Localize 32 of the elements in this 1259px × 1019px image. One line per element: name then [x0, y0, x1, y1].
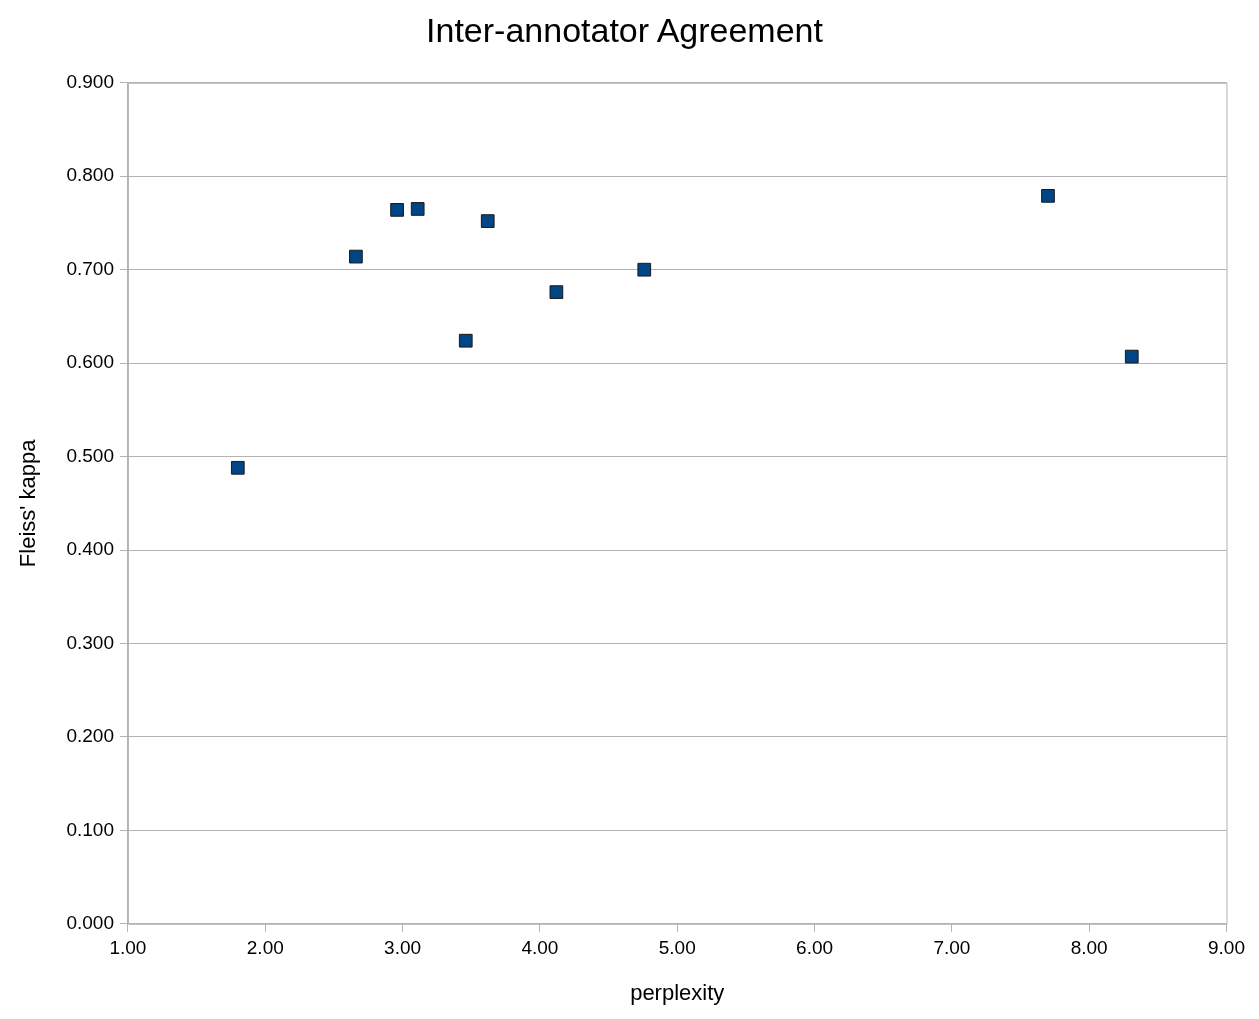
point [1041, 189, 1055, 203]
x-tick-label: 4.00 [521, 937, 559, 959]
x-tick-label: 7.00 [933, 937, 971, 959]
point [390, 203, 404, 217]
point [480, 214, 495, 228]
y-tick-label: 0.100 [66, 818, 114, 840]
y-tick-label: 0.000 [66, 912, 114, 934]
x-tick-label: 9.00 [1208, 937, 1245, 959]
x-tick-label: 6.00 [796, 937, 834, 959]
y-tick-label: 0.800 [66, 164, 114, 186]
chart-title: Inter-annotator Agreement [426, 10, 824, 49]
point [410, 202, 425, 216]
point [458, 333, 473, 348]
y-tick-label: 0.600 [66, 351, 114, 373]
y-axis-title: Fleiss' kappa [15, 438, 41, 568]
point [1124, 349, 1139, 364]
point [230, 460, 245, 475]
x-tick-label: 3.00 [384, 937, 422, 959]
y-tick-label: 0.400 [66, 538, 114, 560]
point [349, 249, 363, 264]
x-tick-label: 5.00 [658, 937, 696, 959]
x-tick-label: 2.00 [246, 937, 284, 959]
x-tick-label: 1.00 [109, 937, 147, 959]
x-axis-title: perplexity [630, 979, 725, 1005]
y-tick-label: 0.900 [66, 71, 114, 93]
y-tick-label: 0.700 [66, 257, 114, 279]
y-tick-label: 0.500 [66, 444, 114, 466]
y-tick-label: 0.200 [66, 725, 114, 747]
y-tick-label: 0.300 [66, 631, 114, 653]
x-tick-label: 8.00 [1070, 937, 1108, 959]
point [637, 262, 652, 277]
point [549, 285, 564, 299]
